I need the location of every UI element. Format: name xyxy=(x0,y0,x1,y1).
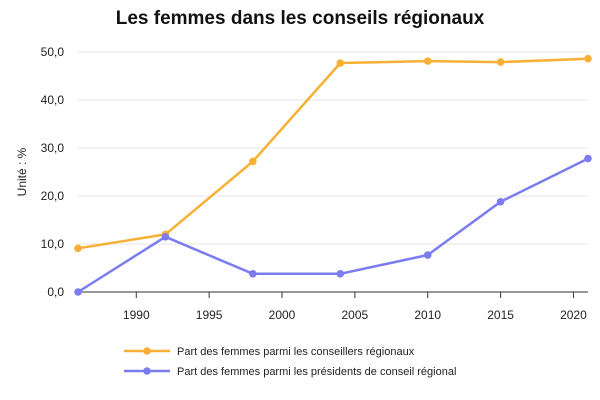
data-point xyxy=(336,59,345,67)
legend-swatch-marker xyxy=(143,367,151,375)
data-point xyxy=(249,269,257,278)
data-point xyxy=(496,197,505,206)
legend-item-1: Part des femmes parmi les conseillers ré… xyxy=(124,346,415,358)
y-tick-label: 40,0 xyxy=(41,93,65,107)
chart-title: Les femmes dans les conseils régionaux xyxy=(115,8,485,29)
grid-lines xyxy=(78,51,588,245)
data-point xyxy=(423,57,432,65)
data-point xyxy=(74,244,82,253)
y-tick-label: 20,0 xyxy=(41,189,65,203)
y-tick-label: 30,0 xyxy=(41,141,65,155)
x-tick-labels: 1990 1995 2000 2005 2010 2015 2020 xyxy=(123,308,587,322)
data-point xyxy=(584,54,592,63)
x-tick-label: 2015 xyxy=(487,308,514,322)
x-tick-label: 2000 xyxy=(269,308,296,322)
series-line-2 xyxy=(76,157,590,294)
y-tick-label: 0,0 xyxy=(47,285,64,299)
x-tick-label: 2005 xyxy=(342,308,369,322)
x-tick-label: 1990 xyxy=(123,308,150,322)
legend-label: Part des femmes parmi les présidents de … xyxy=(177,366,456,378)
x-tick-label: 2010 xyxy=(414,308,441,322)
data-point xyxy=(74,288,82,296)
data-point xyxy=(496,58,505,66)
series-layer xyxy=(74,54,592,296)
axes xyxy=(78,291,588,298)
legend: Part des femmes parmi les conseillers ré… xyxy=(124,346,456,378)
data-point xyxy=(584,154,592,163)
y-tick-labels: 0,0 10,0 20,0 30,0 40,0 50,0 xyxy=(41,45,65,299)
data-point xyxy=(336,269,345,278)
y-tick-label: 50,0 xyxy=(41,45,65,59)
legend-item-2: Part des femmes parmi les présidents de … xyxy=(124,366,456,378)
data-point xyxy=(249,157,257,166)
legend-label: Part des femmes parmi les conseillers ré… xyxy=(177,346,415,358)
data-point xyxy=(423,251,432,259)
x-tick-label: 2020 xyxy=(560,308,587,322)
series-line-1 xyxy=(76,57,590,250)
data-point xyxy=(161,233,170,241)
y-tick-label: 10,0 xyxy=(41,237,65,251)
legend-swatch-marker xyxy=(143,347,151,355)
y-axis-title: Unité : % xyxy=(15,147,29,196)
x-tick-label: 1995 xyxy=(196,308,223,322)
